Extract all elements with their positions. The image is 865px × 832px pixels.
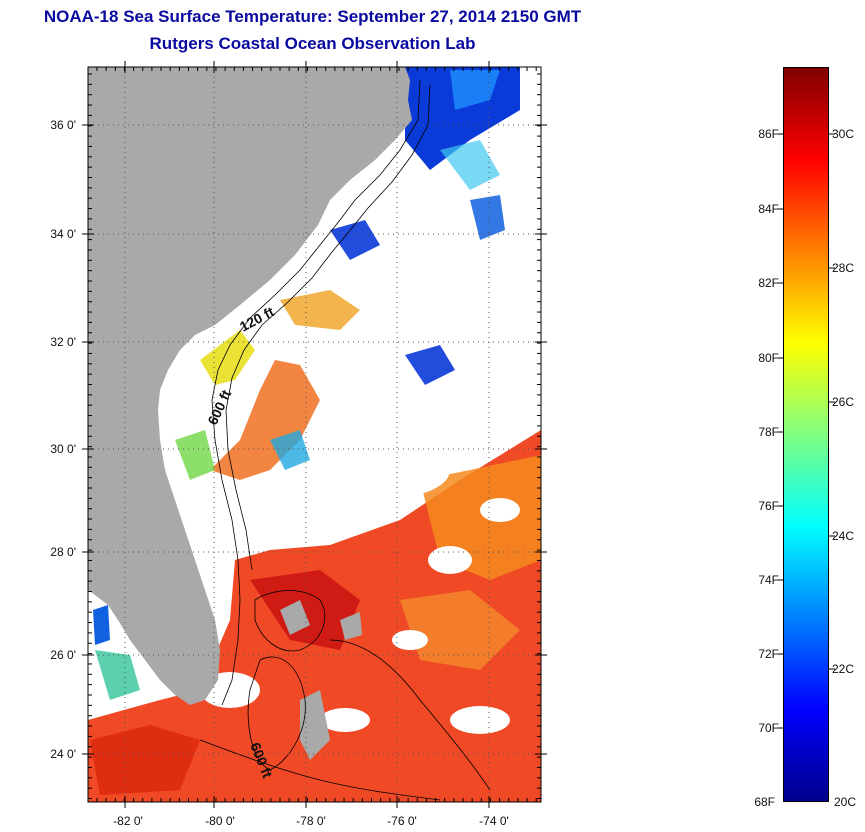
colorbar-label-26C: 26C	[832, 395, 855, 409]
land-mass	[88, 67, 412, 705]
grid-lines	[88, 67, 541, 802]
colorbar-label-74F: 74F	[758, 573, 779, 587]
warm-water-layer	[88, 360, 541, 802]
lon-label-76: -76 0'	[387, 814, 417, 828]
lon-label-80: -80 0'	[205, 814, 235, 828]
plot-frame	[87, 66, 542, 803]
temperature-colorbar	[783, 67, 829, 802]
colorbar-label-68F: 68F	[754, 795, 775, 809]
lon-label-78: -78 0'	[296, 814, 326, 828]
colorbar-label-82F: 82F	[758, 276, 779, 290]
lat-label-26: 26 0'	[50, 648, 76, 662]
colorbar-label-72F: 72F	[758, 647, 779, 661]
lat-label-36: 36 0'	[50, 118, 76, 132]
colorbar-label-20C: 20C	[834, 795, 857, 809]
lat-label-24: 24 0'	[50, 747, 76, 761]
colorbar-label-78F: 78F	[758, 425, 779, 439]
lat-label-34: 34 0'	[50, 227, 76, 241]
cool-water-layer	[93, 67, 520, 645]
colorbar-label-84F: 84F	[758, 202, 779, 216]
lat-label-32: 32 0'	[50, 335, 76, 349]
lon-label-82: -82 0'	[113, 814, 143, 828]
colorbar-label-30C: 30C	[832, 127, 855, 141]
lat-label-28: 28 0'	[50, 545, 76, 559]
mid-temp-patches	[95, 290, 360, 700]
axis-ticks	[82, 61, 547, 808]
colorbar-label-86F: 86F	[758, 127, 779, 141]
colorbar-label-22C: 22C	[832, 662, 855, 676]
map-subtitle: Rutgers Coastal Ocean Observation Lab	[149, 34, 476, 53]
map-title: NOAA-18 Sea Surface Temperature: Septemb…	[43, 7, 582, 26]
colorbar-label-28C: 28C	[832, 261, 855, 275]
colorbar-label-70F: 70F	[758, 721, 779, 735]
colorbar-label-80F: 80F	[758, 351, 779, 365]
bahamas-islands	[280, 600, 362, 760]
lat-label-30: 30 0'	[50, 442, 76, 456]
lon-label-74: -74 0'	[479, 814, 509, 828]
colorbar-label-24C: 24C	[832, 529, 855, 543]
bathymetry-contours	[199, 79, 491, 801]
colorbar-label-76F: 76F	[758, 499, 779, 513]
